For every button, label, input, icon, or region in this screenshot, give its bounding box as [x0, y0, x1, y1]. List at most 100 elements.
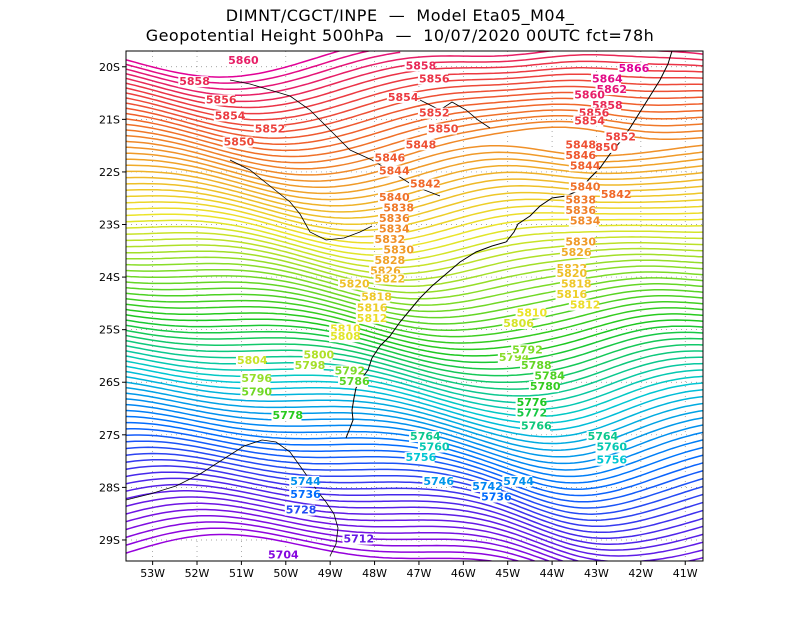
- contour-line-5838: [126, 115, 703, 164]
- contour-label-bg: [382, 202, 413, 214]
- y-tick-label: 21S: [99, 113, 120, 126]
- contour-label: 5830: [565, 236, 596, 249]
- contour-label-bg: [386, 91, 417, 103]
- contour-line-5718: [126, 477, 703, 545]
- contour-label-bg: [564, 149, 595, 161]
- x-tick-label: 49W: [318, 567, 343, 580]
- contour-line-5704: [126, 521, 537, 561]
- contour-label: 5784: [534, 370, 565, 383]
- contour-label: 5840: [379, 191, 410, 204]
- contour-line-5754: [126, 370, 703, 431]
- contour-line-5782: [126, 297, 703, 338]
- x-tick-label: 41W: [673, 567, 698, 580]
- contour-line-5790: [126, 275, 703, 313]
- contour-line-5866: [126, 51, 342, 78]
- contour-label-bg: [555, 289, 586, 301]
- x-tick-label: 46W: [451, 567, 476, 580]
- contour-label: 5856: [419, 73, 450, 86]
- contour-label: 5852: [605, 130, 636, 143]
- contour-label: 5826: [561, 246, 592, 259]
- contour-label: 5866: [619, 62, 650, 75]
- contour-label: 5854: [574, 115, 605, 128]
- contour-label: 5788: [521, 359, 552, 372]
- contour-line-5854: [126, 67, 703, 115]
- contour-label-bg: [213, 110, 244, 122]
- y-tick-label: 22S: [99, 166, 120, 179]
- contour-label-bg: [355, 312, 386, 324]
- contour-line-5802: [126, 238, 703, 275]
- contour-label-bg: [564, 204, 595, 216]
- contour-label-bg: [559, 247, 590, 259]
- contour-label-bg: [373, 273, 404, 285]
- contour-label-bg: [373, 233, 404, 245]
- x-tick-label: 47W: [407, 567, 432, 580]
- chart-title-line1: DIMNT/CGCT/INPE — Model Eta05_M04_: [225, 6, 575, 25]
- contour-line-5778: [126, 308, 703, 351]
- contour-label: 5744: [503, 475, 534, 488]
- contour-line-5722: [126, 465, 703, 534]
- contour-label: 5842: [601, 188, 632, 201]
- contour-label-bg: [240, 373, 271, 385]
- contour-label-bg: [235, 354, 266, 366]
- contour-label-bg: [573, 115, 604, 127]
- contour-line-5814: [126, 201, 703, 238]
- contour-label: 5704: [268, 548, 299, 561]
- contour-line-5860: [126, 51, 703, 97]
- contour-line-5714: [126, 490, 703, 557]
- contour-label-bg: [555, 268, 586, 280]
- contour-label-bg: [204, 94, 235, 106]
- contour-label: 5848: [406, 138, 437, 151]
- contour-line-5756: [126, 365, 703, 424]
- contour-label-bg: [497, 352, 528, 364]
- contour-label: 5860: [574, 88, 605, 101]
- contour-label-bg: [404, 452, 435, 464]
- contour-label: 5850: [224, 136, 255, 149]
- contour-line-5752: [126, 376, 703, 438]
- contour-label-bg: [377, 191, 408, 203]
- contour-label: 5840: [570, 180, 601, 193]
- contour-line-5792: [126, 268, 703, 306]
- contour-label-bg: [417, 73, 448, 85]
- contour-label-bg: [502, 475, 533, 487]
- contour-label-bg: [533, 370, 564, 382]
- contour-label-bg: [377, 223, 408, 235]
- state-border-sp: [229, 159, 373, 241]
- contour-label-bg: [293, 360, 324, 372]
- contour-line-5822: [126, 176, 703, 213]
- contour-label: 5816: [357, 301, 388, 314]
- contour-label: 5746: [423, 475, 454, 488]
- contour-label-bg: [355, 302, 386, 314]
- contour-label: 5744: [290, 475, 321, 488]
- x-tick-label: 51W: [229, 567, 254, 580]
- contour-label: 5834: [379, 222, 410, 235]
- contour-label: 5812: [570, 299, 601, 312]
- contour-label: 5852: [419, 107, 450, 120]
- contour-line-5804: [126, 231, 703, 269]
- contour-label: 5796: [241, 372, 272, 385]
- contour-line-5716: [126, 483, 703, 551]
- contour-label-bg: [338, 278, 369, 290]
- y-tick-label: 20S: [99, 61, 120, 74]
- contour-label-bg: [502, 318, 533, 330]
- contour-label-bg: [342, 533, 373, 545]
- y-tick-label: 26S: [99, 376, 120, 389]
- contour-label-bg: [595, 454, 626, 466]
- contour-label-bg: [599, 189, 630, 201]
- contour-line-5774: [126, 319, 703, 364]
- contour-label-bg: [373, 152, 404, 164]
- contour-label: 5756: [596, 454, 627, 467]
- contour-label-bg: [515, 307, 546, 319]
- x-tick-label: 44W: [540, 567, 565, 580]
- plot-frame: [125, 50, 704, 562]
- contour-label-bg: [338, 375, 369, 387]
- contour-label: 5828: [375, 254, 406, 267]
- chart-title-line2: Geopotential Height 500hPa — 10/07/2020 …: [145, 26, 655, 45]
- contour-label: 5798: [295, 359, 326, 372]
- contour-line-5772: [126, 324, 703, 370]
- contour-label: 5736: [481, 491, 512, 504]
- contour-line-5846: [126, 91, 703, 139]
- contour-label: 5820: [339, 278, 370, 291]
- contour-line-5800: [126, 244, 703, 281]
- contour-labels: 5860585858565854585258505860585858565854…: [178, 51, 650, 561]
